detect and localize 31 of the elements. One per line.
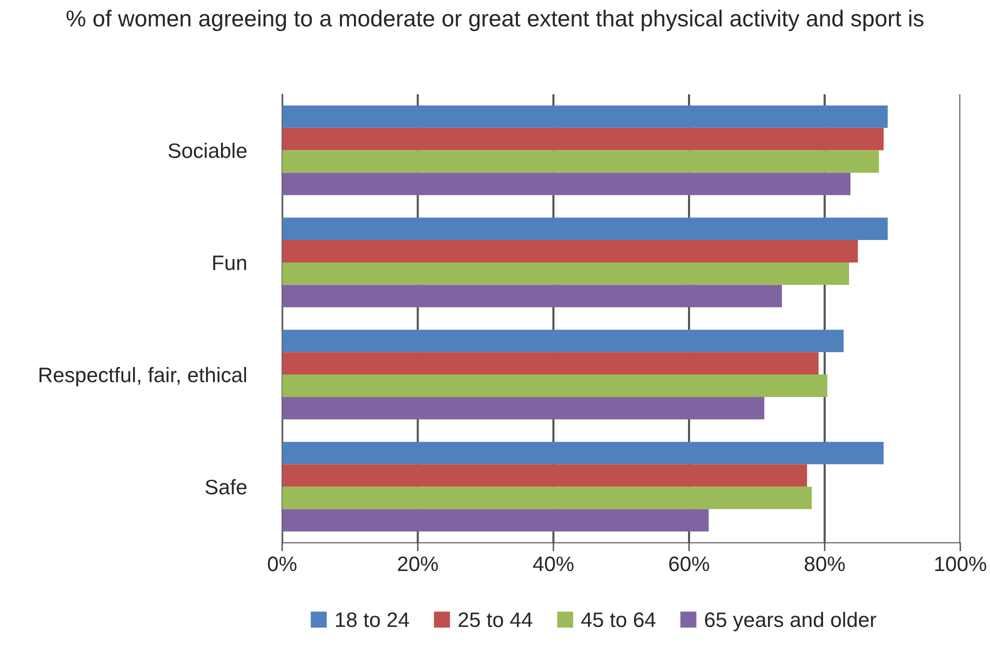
bar bbox=[282, 509, 709, 532]
bar bbox=[282, 240, 858, 262]
legend-label: 25 to 44 bbox=[458, 612, 532, 628]
legend-label: 18 to 24 bbox=[336, 612, 410, 628]
chart-title: % of women agreeing to a moderate or great extent that physical activity and sport is bbox=[66, 10, 924, 32]
bar bbox=[282, 218, 888, 240]
x-tick-label: 40% bbox=[533, 556, 574, 572]
x-tick-label: 20% bbox=[398, 556, 438, 572]
legend-label: 65 years and older bbox=[705, 612, 876, 632]
bar bbox=[282, 374, 828, 397]
bar bbox=[282, 262, 850, 285]
bar bbox=[282, 105, 888, 128]
bar bbox=[282, 442, 884, 464]
bar bbox=[282, 396, 764, 420]
y-tick-label: Respectful, fair, ethical bbox=[40, 367, 246, 386]
bar bbox=[282, 150, 879, 173]
bar bbox=[282, 172, 850, 196]
bar bbox=[282, 284, 782, 308]
bar bbox=[282, 330, 844, 352]
x-tick-label: 0% bbox=[268, 556, 296, 572]
bar bbox=[282, 464, 808, 487]
x-tick-label: 100% bbox=[935, 556, 986, 572]
y-tick-label: Sociable bbox=[168, 142, 247, 158]
x-tick-label: 80% bbox=[804, 556, 845, 572]
legend-label: 45 to 64 bbox=[581, 612, 656, 628]
x-tick-label: 60% bbox=[669, 556, 710, 572]
bar bbox=[282, 486, 812, 510]
bar bbox=[282, 128, 884, 150]
bar bbox=[282, 352, 819, 375]
y-tick-label: Safe bbox=[206, 479, 247, 494]
y-tick-label: Fun bbox=[213, 256, 246, 270]
